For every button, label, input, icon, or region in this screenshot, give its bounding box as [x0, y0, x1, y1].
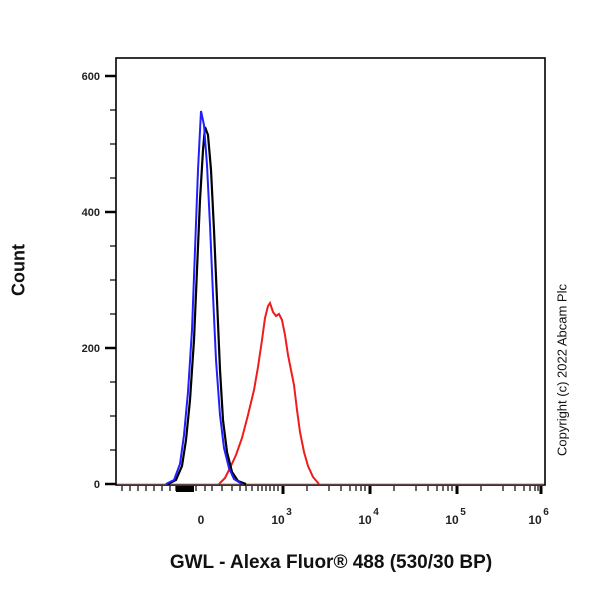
- svg-text:10: 10: [445, 513, 459, 527]
- x-tick-1e3: 10 3: [271, 507, 292, 527]
- y-tick-200: 200: [82, 343, 100, 355]
- copyright-notice: Copyright (c) 2022 Abcam Plc: [554, 284, 570, 456]
- svg-text:3: 3: [286, 507, 292, 518]
- series-control-blue-curve: [165, 110, 243, 485]
- x-axis-tick-labels: 0 10 3 10 4 10 5 10 6: [198, 507, 550, 527]
- svg-text:4: 4: [373, 507, 379, 518]
- svg-text:10: 10: [271, 513, 285, 527]
- svg-text:5: 5: [460, 507, 466, 518]
- y-axis-ticks: [105, 74, 116, 486]
- svg-text:10: 10: [358, 513, 372, 527]
- y-tick-400: 400: [82, 207, 100, 219]
- y-axis-tick-labels: 0 200 400 600: [82, 71, 100, 491]
- svg-text:10: 10: [528, 513, 542, 527]
- x-axis-title: GWL - Alexa Fluor® 488 (530/30 BP): [169, 552, 493, 573]
- x-tick-1e5: 10 5: [445, 507, 466, 527]
- y-axis-title: Count: [8, 244, 29, 296]
- y-tick-600: 600: [82, 71, 100, 83]
- series-control-black-curve: [167, 126, 247, 486]
- plot-frame: [115, 57, 546, 486]
- x-tick-1e6: 10 6: [528, 507, 549, 527]
- x-tick-1e4: 10 4: [358, 507, 379, 527]
- y-tick-0: 0: [94, 479, 100, 491]
- svg-text:6: 6: [543, 507, 549, 518]
- x-axis-ticks: [121, 486, 543, 494]
- series-gwl-antibody-curve: [218, 300, 320, 485]
- x-tick-0: 0: [198, 513, 205, 527]
